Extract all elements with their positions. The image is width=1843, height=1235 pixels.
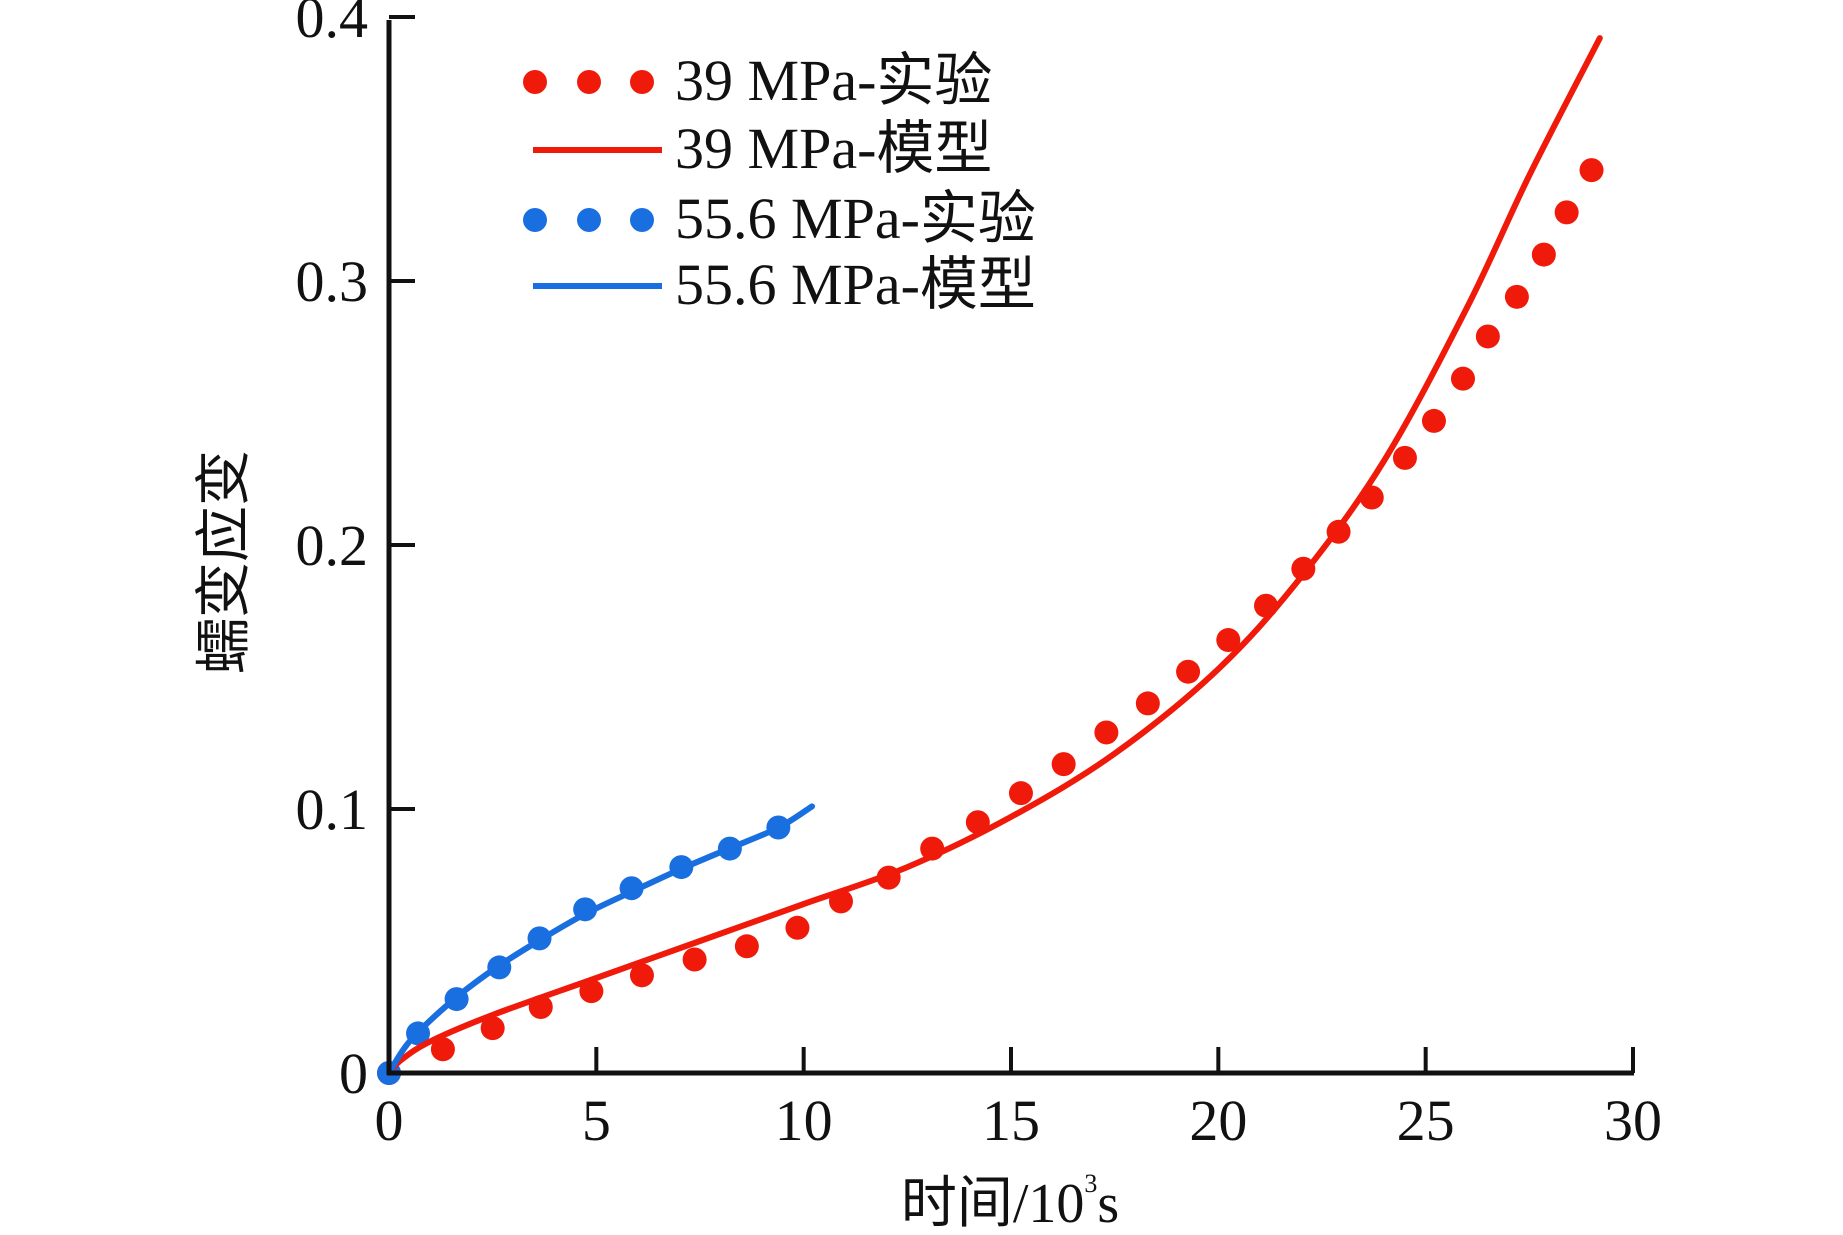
data-point <box>1421 408 1446 433</box>
data-point <box>1554 200 1579 225</box>
legend-label: 39 MPa-实验 <box>675 48 992 113</box>
legend-label: 39 MPa-模型 <box>675 116 992 181</box>
legend-label: 55.6 MPa-实验 <box>675 186 1036 251</box>
legend-item-55-6-model: 55.6 MPa-模型 <box>533 252 1036 317</box>
data-point <box>579 979 604 1004</box>
series-line-55.6-mpa- <box>386 803 815 1076</box>
legend-marker-dot <box>523 70 547 94</box>
x-tick-label: 0 <box>375 1088 404 1153</box>
data-point <box>1531 242 1556 267</box>
legend-marker-dot <box>523 208 547 232</box>
data-point <box>734 934 759 959</box>
x-tick-label: 10 <box>775 1088 833 1153</box>
y-tick-label: 0.4 <box>296 0 369 50</box>
x-tick-label: 30 <box>1604 1088 1662 1153</box>
legend-marker-dot <box>577 208 601 232</box>
data-point <box>682 947 707 972</box>
data-point <box>1392 445 1417 470</box>
series-points-39-mpa- <box>377 158 1604 1085</box>
data-point <box>629 963 654 988</box>
data-point <box>1450 366 1475 391</box>
data-point <box>1475 324 1500 349</box>
data-point <box>1008 781 1033 806</box>
x-axis-title: 时间/103s <box>901 1169 1119 1235</box>
legend-item-39-experiment: 39 MPa-实验 <box>523 48 992 113</box>
x-tick-label: 25 <box>1397 1088 1455 1153</box>
y-axis-title: 蠕变应变 <box>194 450 256 674</box>
data-point <box>1051 752 1076 777</box>
y-tick-label: 0.2 <box>296 513 369 578</box>
data-point <box>1094 720 1119 745</box>
data-point <box>1176 659 1201 684</box>
x-tick-label: 20 <box>1189 1088 1247 1153</box>
data-point <box>480 1016 505 1041</box>
y-tick-label: 0.1 <box>296 777 369 842</box>
legend: 39 MPa-实验 39 MPa-模型 55.6 MPa-实验 55.6 MPa… <box>523 48 1036 317</box>
legend-marker-dot <box>630 208 654 232</box>
plot-area <box>377 35 1604 1085</box>
y-tick-label: 0 <box>339 1041 368 1106</box>
legend-item-55-6-experiment: 55.6 MPa-实验 <box>523 186 1036 251</box>
data-point <box>1216 628 1241 653</box>
data-point <box>1579 158 1604 183</box>
data-point <box>430 1037 455 1062</box>
data-point <box>1135 691 1160 716</box>
x-tick-label: 15 <box>982 1088 1040 1153</box>
x-axis-title-main: 时间/10 <box>901 1173 1085 1235</box>
y-ticks: 0 0.1 0.2 0.3 0.4 <box>296 0 415 1106</box>
x-ticks: 0 5 10 15 20 25 30 <box>375 1047 1662 1153</box>
x-axis-title-unit: s <box>1097 1173 1119 1235</box>
y-tick-label: 0.3 <box>296 249 369 314</box>
x-tick-label: 5 <box>582 1088 611 1153</box>
x-axis-title-sup: 3 <box>1084 1169 1097 1198</box>
legend-label: 55.6 MPa-模型 <box>675 252 1036 317</box>
legend-marker-dot <box>630 70 654 94</box>
series-line-39-mpa- <box>386 35 1603 1076</box>
data-point <box>785 915 810 940</box>
data-point <box>1504 284 1529 309</box>
legend-item-39-model: 39 MPa-模型 <box>533 116 992 181</box>
legend-marker-dot <box>577 70 601 94</box>
